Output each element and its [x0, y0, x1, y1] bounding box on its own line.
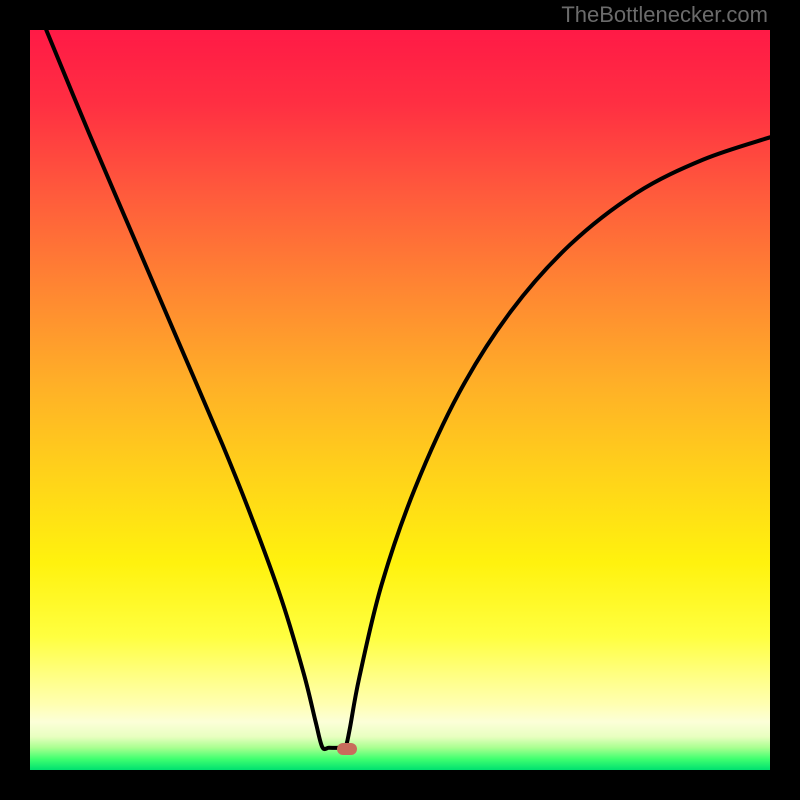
- chart-gradient-background: [30, 30, 770, 770]
- chart-container: TheBottlenecker.com: [0, 0, 800, 800]
- watermark-text: TheBottlenecker.com: [561, 2, 768, 28]
- bottleneck-marker: [337, 743, 357, 755]
